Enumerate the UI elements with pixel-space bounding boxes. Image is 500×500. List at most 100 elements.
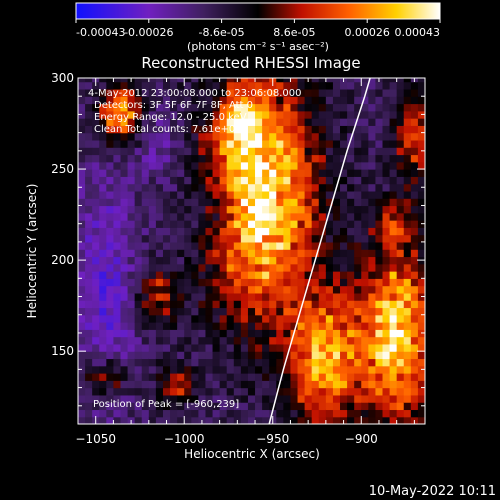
heatmap-cell [184, 314, 192, 323]
heatmap-cell [396, 161, 405, 170]
heatmap-cell [318, 416, 327, 424]
heatmap-cell [354, 220, 362, 228]
heatmap-cell [347, 285, 355, 294]
heatmap-cell [127, 234, 136, 243]
heatmap-cell [240, 169, 249, 177]
heatmap-cell [191, 263, 199, 272]
heatmap-cell [255, 183, 263, 192]
heatmap-cell [170, 373, 178, 381]
heatmap-cell [311, 336, 320, 345]
heatmap-cell [240, 373, 249, 381]
heatmap-cell [162, 96, 171, 105]
heatmap-cell [403, 394, 412, 403]
heatmap-cell [205, 103, 214, 112]
heatmap-cell [177, 351, 185, 360]
heatmap-cell [198, 176, 207, 185]
heatmap-cell [417, 314, 425, 323]
heatmap-cell [318, 234, 327, 243]
heatmap-cell [311, 278, 320, 287]
heatmap-cell [212, 402, 221, 411]
heatmap-cell [283, 234, 292, 243]
heatmap-cell [325, 139, 334, 148]
heatmap-cell [375, 380, 384, 389]
heatmap-cell [120, 234, 129, 243]
heatmap-cell [304, 322, 313, 330]
heatmap-cell [191, 249, 199, 258]
heatmap-cell [78, 300, 86, 309]
heatmap-cell [78, 343, 86, 352]
heatmap-cell [361, 154, 369, 163]
heatmap-cell [106, 78, 115, 83]
heatmap-cell [311, 110, 320, 119]
heatmap-cell [219, 176, 228, 185]
heatmap-cell [332, 322, 341, 330]
heatmap-cell [141, 205, 150, 214]
heatmap-cell [332, 416, 341, 424]
heatmap-cell [184, 147, 192, 156]
heatmap-cell [368, 78, 377, 83]
heatmap-cell [276, 147, 284, 156]
heatmap-cell [85, 351, 93, 360]
heatmap-cell [368, 190, 377, 199]
heatmap-cell [361, 351, 369, 360]
heatmap-cell [127, 118, 136, 126]
heatmap-cell [212, 183, 221, 192]
heatmap-cell [240, 358, 249, 367]
heatmap-cell [226, 198, 235, 207]
heatmap-cell [155, 96, 164, 105]
heatmap-cell [396, 416, 405, 424]
heatmap-cell [417, 300, 425, 309]
heatmap-cell [283, 147, 292, 156]
heatmap-cell [297, 249, 306, 258]
heatmap-cell [332, 147, 341, 156]
heatmap-cell [106, 329, 115, 338]
heatmap-cell [184, 307, 192, 316]
heatmap-cell [368, 198, 377, 207]
heatmap-cell [120, 263, 129, 272]
heatmap-cell [332, 241, 341, 250]
heatmap-cell [184, 416, 192, 424]
heatmap-cell [155, 161, 164, 170]
heatmap-cell [403, 190, 412, 199]
heatmap-cell [184, 394, 192, 403]
heatmap-cell [85, 154, 93, 163]
heatmap-cell [141, 190, 150, 199]
heatmap-cell [184, 343, 192, 352]
heatmap-cell [120, 292, 129, 301]
heatmap-cell [354, 351, 362, 360]
heatmap-cell [184, 212, 192, 221]
heatmap-cell [120, 183, 129, 192]
heatmap-cell [297, 169, 306, 177]
heatmap-cell [99, 176, 107, 185]
heatmap-cell [368, 154, 377, 163]
heatmap-cell [304, 336, 313, 345]
heatmap-cell [141, 358, 150, 367]
heatmap-cell [113, 234, 122, 243]
heatmap-cell [382, 198, 391, 207]
heatmap-cell [403, 343, 412, 352]
heatmap-cell [127, 336, 136, 345]
heatmap-cell [148, 190, 157, 199]
heatmap-cell [318, 329, 327, 338]
heatmap-cell [78, 249, 86, 258]
heatmap-cells [78, 78, 425, 424]
heatmap-cell [212, 271, 221, 279]
heatmap-cell [255, 190, 263, 199]
heatmap-cell [191, 343, 199, 352]
heatmap-cell [78, 161, 86, 170]
heatmap-cell [205, 190, 214, 199]
heatmap-cell [78, 81, 86, 90]
heatmap-cell [155, 78, 164, 83]
heatmap-cell [198, 103, 207, 112]
heatmap-cell [283, 96, 292, 105]
heatmap-cell [198, 336, 207, 345]
heatmap-cell [184, 300, 192, 309]
heatmap-cell [120, 103, 129, 112]
heatmap-cell [191, 147, 199, 156]
heatmap-cell [262, 147, 270, 156]
heatmap-cell [396, 249, 405, 258]
heatmap-cell [262, 285, 270, 294]
heatmap-cell [403, 103, 412, 112]
heatmap-cell [354, 78, 362, 83]
heatmap-cell [162, 380, 171, 389]
